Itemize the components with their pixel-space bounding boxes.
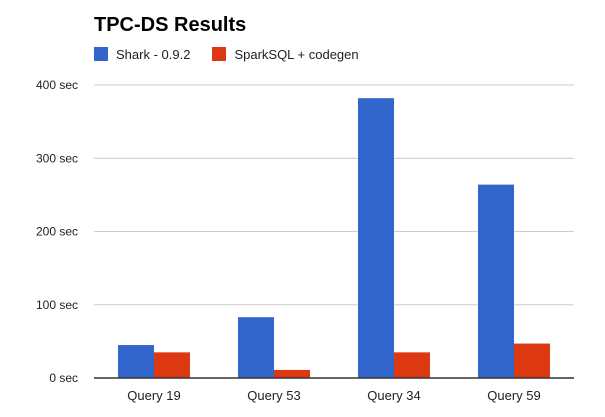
legend: Shark - 0.9.2 SparkSQL + codegen (94, 44, 381, 64)
bar-shark (118, 345, 154, 378)
legend-label-shark: Shark - 0.9.2 (116, 46, 191, 62)
bar-sparksql (154, 352, 190, 378)
x-tick-label: Query 19 (127, 388, 180, 403)
bar-shark (358, 98, 394, 378)
bar-shark (478, 184, 514, 378)
chart-title: TPC-DS Results (94, 14, 247, 36)
y-tick-label: 0 sec (49, 371, 78, 385)
y-tick-label: 200 sec (36, 225, 78, 239)
bar-sparksql (274, 369, 310, 378)
x-tick-label: Query 59 (487, 388, 540, 403)
legend-label-sparksql: SparkSQL + codegen (234, 46, 359, 62)
x-tick-label: Query 53 (247, 388, 300, 403)
legend-item-sparksql: SparkSQL + codegen (212, 46, 359, 62)
y-tick-label: 100 sec (36, 298, 78, 312)
bar-sparksql (514, 343, 550, 378)
bar-sparksql (394, 352, 430, 378)
y-tick-label: 300 sec (36, 151, 78, 165)
legend-item-shark: Shark - 0.9.2 (94, 47, 190, 62)
legend-swatch-sparksql (212, 47, 227, 61)
y-tick-label: 400 sec (36, 78, 78, 92)
legend-swatch-shark (94, 47, 108, 61)
bar-shark (238, 317, 274, 378)
x-tick-label: Query 34 (367, 388, 420, 403)
